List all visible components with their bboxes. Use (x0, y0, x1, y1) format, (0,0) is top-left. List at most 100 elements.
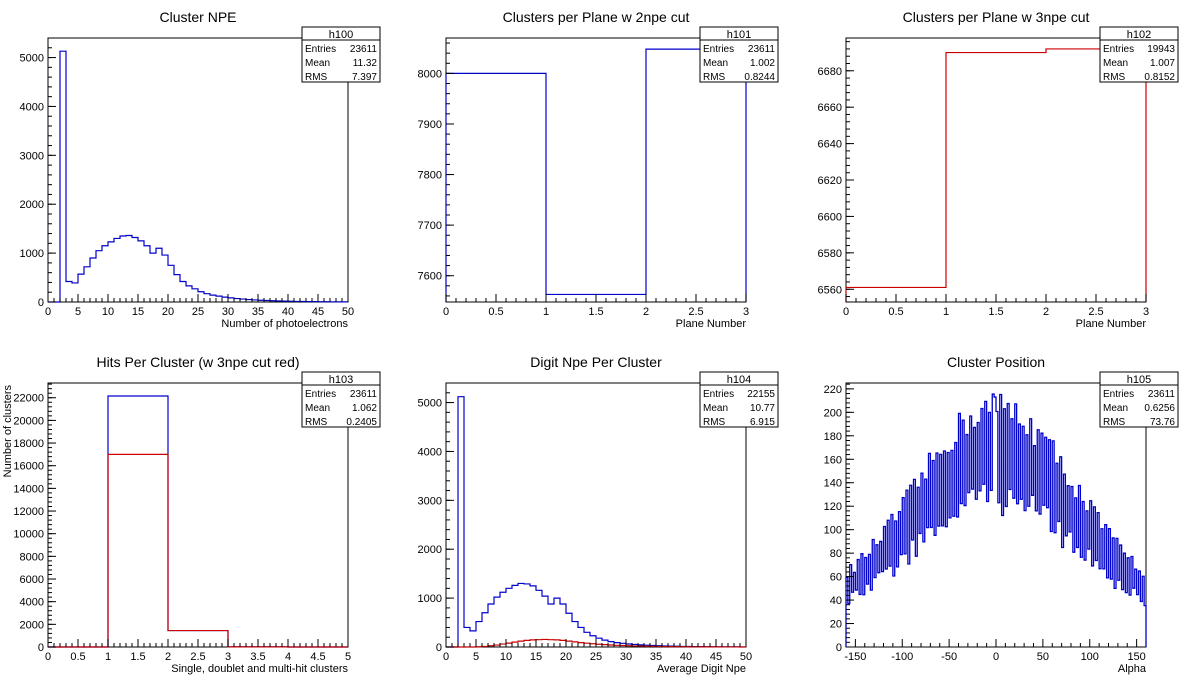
x-tick-label: 1.5 (588, 306, 603, 318)
y-tick-label: 6620 (818, 175, 842, 187)
x-axis-label: Alpha (1118, 663, 1147, 675)
chart-title: Digit Npe Per Cluster (530, 354, 662, 370)
stats-value: 0.6256 (1144, 403, 1175, 414)
y-tick-label: 0 (38, 297, 44, 309)
stats-key: Entries (703, 44, 734, 55)
y-tick-label: 0 (436, 642, 442, 654)
x-tick-label: 4 (285, 651, 291, 663)
chart-title: Hits Per Cluster (w 3npe cut red) (96, 354, 299, 370)
stats-key: Entries (305, 44, 336, 55)
y-tick-label: 3000 (20, 150, 44, 162)
x-axis-label: Number of photoelectrons (221, 318, 348, 330)
x-tick-label: 0.5 (488, 306, 503, 318)
y-tick-label: 6680 (818, 66, 842, 78)
y-tick-label: 22000 (13, 393, 44, 405)
panel-h101: Clusters per Plane w 2npe cut 0 0.5 1 1.5 2 2.… (418, 9, 779, 330)
stats-value: 1.002 (750, 58, 775, 69)
y-tick-label: 1000 (418, 593, 442, 605)
x-axis-label: Single, doublet and multi-hit clusters (171, 663, 348, 675)
y-axis-label: Number of clusters (2, 385, 14, 478)
stats-value: 11.32 (353, 58, 378, 69)
x-tick-label: 2 (1043, 306, 1049, 318)
y-tick-label: 3000 (418, 495, 442, 507)
stats-value: 1.062 (352, 403, 377, 414)
y-tick-label: 4000 (20, 101, 44, 113)
histogram-series-0 (48, 50, 349, 303)
x-tick-label: 150 (1127, 651, 1145, 663)
stats-box (301, 26, 381, 83)
x-tick-label: 30 (222, 306, 234, 318)
stats-value: 0.8152 (1144, 72, 1175, 83)
histogram-series-0 (445, 48, 747, 302)
y-tick-label: 2000 (20, 199, 44, 211)
x-tick-label: 5 (473, 651, 479, 663)
x-tick-label: 1.5 (130, 651, 145, 663)
y-tick-label: 0 (38, 642, 44, 654)
x-tick-label: 50 (1037, 651, 1049, 663)
y-tick-label: 5000 (418, 398, 442, 410)
x-tick-label: 30 (620, 651, 632, 663)
y-tick-label: 5000 (20, 53, 44, 65)
y-tick-label: 40 (830, 595, 842, 607)
x-tick-label: 0 (443, 651, 449, 663)
x-tick-label: 0 (843, 306, 849, 318)
x-tick-label: 20 (162, 306, 174, 318)
x-tick-label: 1 (943, 306, 949, 318)
x-tick-label: 25 (192, 306, 204, 318)
y-tick-label: 20000 (13, 415, 44, 427)
stats-value: 19943 (1147, 44, 1175, 55)
stats-key: Mean (1103, 403, 1128, 414)
x-tick-label: 1 (105, 651, 111, 663)
y-tick-label: 6640 (818, 139, 842, 151)
x-tick-label: 15 (132, 306, 144, 318)
y-tick-label: 6580 (818, 248, 842, 260)
x-tick-label: 4.5 (310, 651, 325, 663)
chart-title: Clusters per Plane w 2npe cut (503, 9, 690, 25)
y-tick-label: 6600 (818, 211, 842, 223)
y-tick-label: 180 (824, 431, 842, 443)
y-tick-label: 80 (830, 548, 842, 560)
chart-title: Cluster NPE (159, 9, 236, 25)
stats-value: 7.397 (352, 72, 377, 83)
stats-value: 10.77 (750, 403, 775, 414)
y-tick-label: 120 (824, 501, 842, 513)
x-tick-label: 40 (282, 306, 294, 318)
panel-h103: Hits Per Cluster (w 3npe cut red) 0 0.5 1 1.… (2, 354, 381, 675)
stats-name: h102 (1127, 29, 1151, 41)
y-tick-label: 60 (830, 572, 842, 584)
panel-h102: Clusters per Plane w 3npe cut 0 0.5 1 1.5 2 2.… (818, 9, 1179, 330)
histogram-series-1 (48, 453, 348, 648)
x-tick-label: 45 (312, 306, 324, 318)
y-tick-label: 1000 (20, 248, 44, 260)
y-tick-label: 0 (836, 642, 842, 654)
stats-box (699, 26, 779, 83)
x-tick-label: 0.5 (888, 306, 903, 318)
y-tick-label: 8000 (418, 68, 442, 80)
stats-key: Entries (1103, 389, 1134, 400)
stats-value: 23611 (350, 389, 378, 400)
stats-value: 23611 (1148, 389, 1176, 400)
y-tick-label: 4000 (418, 446, 442, 458)
x-tick-label: 1 (543, 306, 549, 318)
x-tick-label: 25 (590, 651, 602, 663)
x-tick-label: 50 (740, 651, 752, 663)
y-tick-label: 160 (824, 454, 842, 466)
stats-box (1099, 26, 1179, 83)
x-tick-label: 10 (102, 306, 114, 318)
stats-key: Mean (305, 403, 330, 414)
y-tick-label: 10000 (13, 529, 44, 541)
stats-key: Entries (703, 389, 734, 400)
x-tick-label: 2.5 (688, 306, 703, 318)
x-tick-label: 100 (1081, 651, 1099, 663)
y-tick-label: 7600 (418, 271, 442, 283)
y-tick-label: 12000 (13, 506, 44, 518)
y-tick-label: 20 (830, 619, 842, 631)
x-tick-label: 3 (1143, 306, 1149, 318)
x-tick-label: 5 (345, 651, 351, 663)
x-axis-label: Average Digit Npe (657, 663, 746, 675)
x-tick-label: 35 (650, 651, 662, 663)
x-axis-label: Plane Number (1076, 318, 1147, 330)
y-tick-label: 7800 (418, 170, 442, 182)
x-tick-label: 35 (252, 306, 264, 318)
